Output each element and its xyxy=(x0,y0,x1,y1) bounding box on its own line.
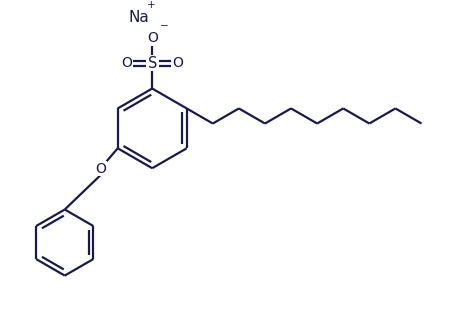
Text: O: O xyxy=(172,56,182,70)
Text: −: − xyxy=(160,21,168,31)
Text: S: S xyxy=(147,56,157,71)
Text: O: O xyxy=(95,162,106,176)
Text: O: O xyxy=(121,56,132,70)
Text: Na: Na xyxy=(129,10,149,25)
Text: +: + xyxy=(147,0,156,10)
Text: O: O xyxy=(147,31,157,45)
